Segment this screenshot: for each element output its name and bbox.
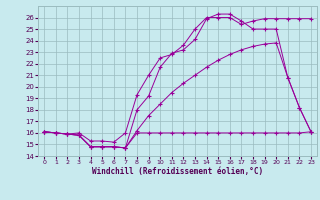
X-axis label: Windchill (Refroidissement éolien,°C): Windchill (Refroidissement éolien,°C) bbox=[92, 167, 263, 176]
